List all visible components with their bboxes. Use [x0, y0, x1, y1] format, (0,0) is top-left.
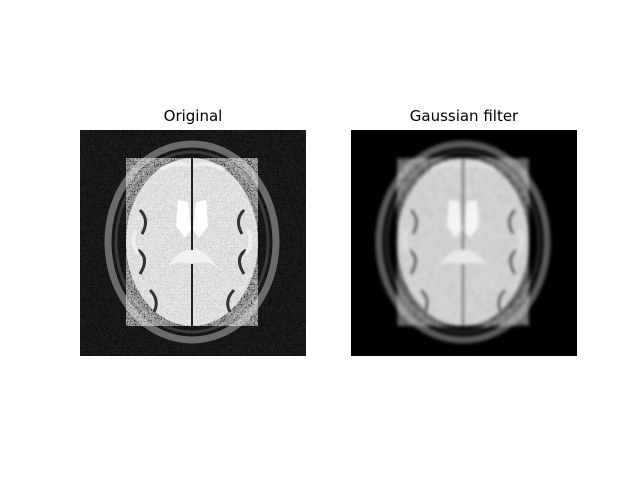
gaussian-filtered-mri-image	[351, 130, 577, 356]
panel-title-gaussian: Gaussian filter	[409, 107, 519, 125]
original-image-panel	[80, 130, 306, 356]
gaussian-filtered-image-panel	[351, 130, 577, 356]
original-mri-image	[80, 130, 306, 356]
panel-title-original: Original	[163, 107, 223, 125]
